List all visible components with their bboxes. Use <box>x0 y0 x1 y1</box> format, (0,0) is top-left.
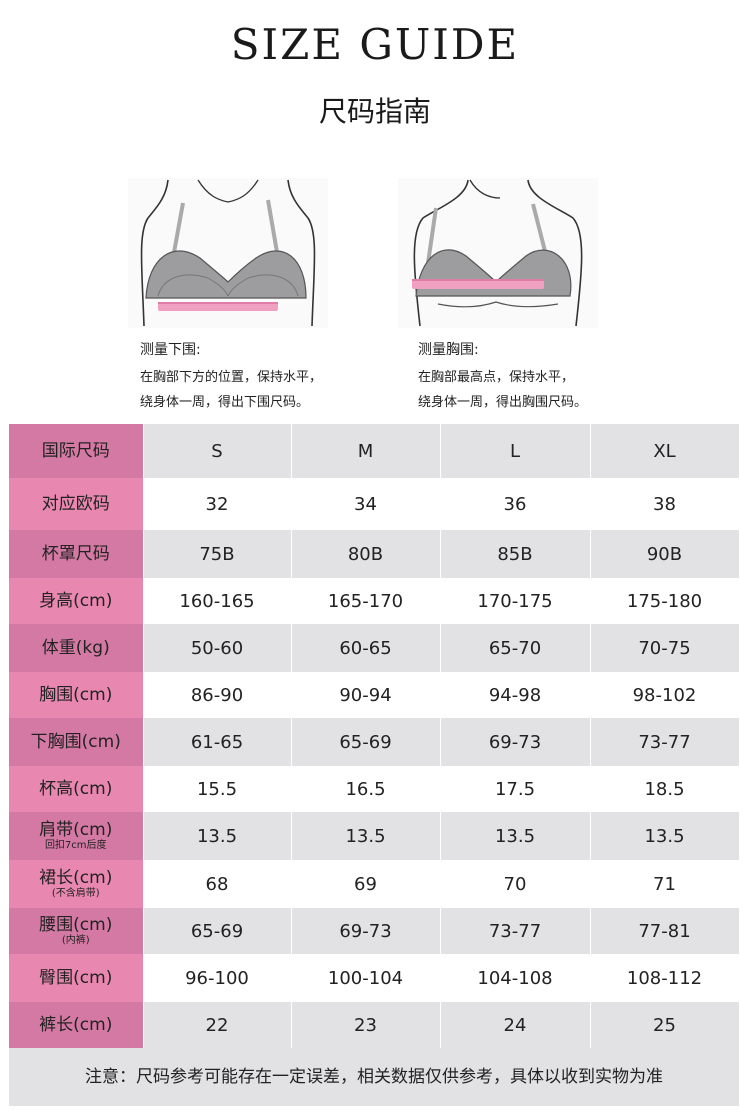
caption-line: 在胸部最高点，保持水平， <box>418 370 575 385</box>
page-subtitle: 尺码指南 <box>318 95 431 128</box>
row-label: 肩带(cm) 回扣7cm后度 <box>9 812 144 860</box>
table-cell: 77-81 <box>590 908 740 954</box>
caption-line: 在胸部下方的位置，保持水平， <box>140 370 323 385</box>
table-cell: 104-108 <box>440 954 591 1002</box>
bust-caption: 测量胸围: 在胸部最高点，保持水平， 绕身体一周，得出胸围尺码。 <box>418 338 587 415</box>
table-cell: 175-180 <box>590 578 740 624</box>
table-cell: 32 <box>143 478 292 530</box>
table-cell: 65-69 <box>143 908 292 954</box>
table-cell: 73-77 <box>590 718 740 766</box>
row-label: 身高(cm) <box>9 578 144 624</box>
table-row: 杯高(cm) 15.5 16.5 17.5 18.5 <box>9 766 740 812</box>
table-cell: 15.5 <box>143 766 292 812</box>
table-row: 肩带(cm) 回扣7cm后度 13.5 13.5 13.5 13.5 <box>9 812 740 860</box>
table-cell: 160-165 <box>143 578 292 624</box>
row-label: 腰围(cm) (内裤) <box>9 908 144 954</box>
table-row: 胸围(cm) 86-90 90-94 94-98 98-102 <box>9 672 740 718</box>
page-title: SIZE GUIDE <box>230 20 520 69</box>
table-cell: 70-75 <box>590 624 740 672</box>
table-cell: 94-98 <box>440 672 591 718</box>
table-cell: 69 <box>291 860 441 908</box>
table-cell: 71 <box>590 860 740 908</box>
row-label-note: 回扣7cm后度 <box>44 839 107 851</box>
row-label-note: (不含肩带) <box>51 887 100 899</box>
table-cell: 17.5 <box>440 766 591 812</box>
table-cell: 80B <box>291 530 441 578</box>
table-cell: 61-65 <box>143 718 292 766</box>
table-cell: 36 <box>440 478 591 530</box>
table-row: 下胸围(cm) 61-65 65-69 69-73 73-77 <box>9 718 740 766</box>
table-cell: 69-73 <box>440 718 591 766</box>
table-cell: 16.5 <box>291 766 441 812</box>
table-row: 腰围(cm) (内裤) 65-69 69-73 73-77 77-81 <box>9 908 740 954</box>
table-cell: 65-70 <box>440 624 591 672</box>
table-cell: 69-73 <box>291 908 441 954</box>
table-row: 身高(cm) 160-165 165-170 170-175 175-180 <box>9 578 740 624</box>
table-row: 国际尺码 S M L XL <box>9 424 740 478</box>
table-cell: 34 <box>291 478 441 530</box>
row-label: 裤长(cm) <box>9 1002 144 1048</box>
caption-line: 绕身体一周，得出下围尺码。 <box>140 395 310 410</box>
row-label: 杯高(cm) <box>9 766 144 812</box>
row-label: 胸围(cm) <box>9 672 144 718</box>
table-row: 杯罩尺码 75B 80B 85B 90B <box>9 530 740 578</box>
row-label-note: (内裤) <box>61 934 90 946</box>
table-cell: 86-90 <box>143 672 292 718</box>
table-cell: 68 <box>143 860 292 908</box>
row-label: 裙长(cm) (不含肩带) <box>9 860 144 908</box>
bust-illustration <box>398 178 598 328</box>
table-cell: 70 <box>440 860 591 908</box>
table-cell: 75B <box>143 530 292 578</box>
table-cell: XL <box>590 424 740 478</box>
caption-title: 测量胸围: <box>418 342 479 358</box>
table-row: 臀围(cm) 96-100 100-104 104-108 108-112 <box>9 954 740 1002</box>
table-cell: 96-100 <box>143 954 292 1002</box>
size-table: 国际尺码 S M L XL 对应欧码 32 34 36 38 杯罩尺码 75B … <box>9 424 740 1048</box>
table-cell: 90B <box>590 530 740 578</box>
table-cell: 24 <box>440 1002 591 1048</box>
table-row: 裙长(cm) (不含肩带) 68 69 70 71 <box>9 860 740 908</box>
table-cell: L <box>440 424 591 478</box>
disclaimer-note: 注意：尺码参考可能存在一定误差，相关数据仅供参考，具体以收到实物为准 <box>9 1048 739 1106</box>
table-cell: 85B <box>440 530 591 578</box>
row-label: 臀围(cm) <box>9 954 144 1002</box>
table-row: 对应欧码 32 34 36 38 <box>9 478 740 530</box>
table-cell: 13.5 <box>590 812 740 860</box>
table-cell: 50-60 <box>143 624 292 672</box>
table-cell: 22 <box>143 1002 292 1048</box>
table-cell: 98-102 <box>590 672 740 718</box>
row-label: 杯罩尺码 <box>9 530 144 578</box>
table-cell: 90-94 <box>291 672 441 718</box>
caption-title: 测量下围: <box>140 342 201 358</box>
row-label: 对应欧码 <box>9 478 144 530</box>
underbust-caption: 测量下围: 在胸部下方的位置，保持水平， 绕身体一周，得出下围尺码。 <box>140 338 322 415</box>
table-cell: 38 <box>590 478 740 530</box>
table-cell: 108-112 <box>590 954 740 1002</box>
table-cell: 13.5 <box>291 812 441 860</box>
table-cell: 60-65 <box>291 624 441 672</box>
caption-line: 绕身体一周，得出胸围尺码。 <box>418 395 588 410</box>
table-cell: 18.5 <box>590 766 740 812</box>
row-label: 国际尺码 <box>9 424 144 478</box>
table-cell: 13.5 <box>143 812 292 860</box>
table-cell: 13.5 <box>440 812 591 860</box>
table-cell: S <box>143 424 292 478</box>
table-cell: 170-175 <box>440 578 591 624</box>
underbust-illustration <box>128 178 328 328</box>
table-row: 裤长(cm) 22 23 24 25 <box>9 1002 740 1048</box>
table-cell: 23 <box>291 1002 441 1048</box>
table-cell: 165-170 <box>291 578 441 624</box>
row-label: 体重(kg) <box>9 624 144 672</box>
table-row: 体重(kg) 50-60 60-65 65-70 70-75 <box>9 624 740 672</box>
row-label: 下胸围(cm) <box>9 718 144 766</box>
table-cell: M <box>291 424 441 478</box>
table-cell: 65-69 <box>291 718 441 766</box>
table-cell: 73-77 <box>440 908 591 954</box>
table-cell: 100-104 <box>291 954 441 1002</box>
table-cell: 25 <box>590 1002 740 1048</box>
